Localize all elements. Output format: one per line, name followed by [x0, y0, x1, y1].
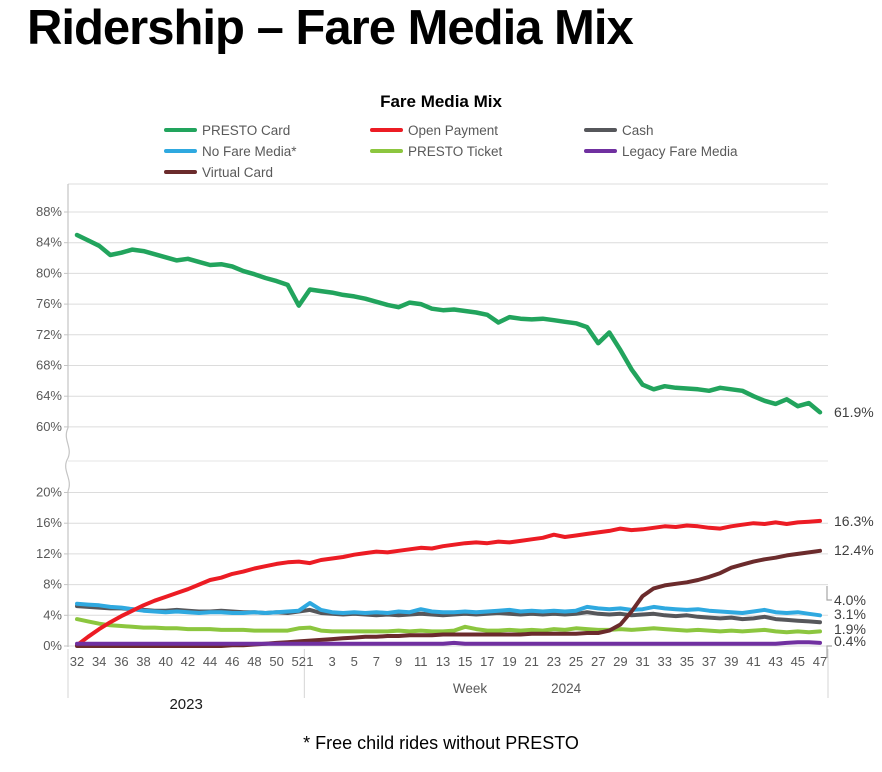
- x-axis-label: 38: [136, 654, 150, 669]
- x-axis-label: 33: [658, 654, 672, 669]
- page-title: Ridership – Fare Media Mix: [27, 1, 634, 55]
- legend-item-open-payment: Open Payment: [370, 121, 584, 139]
- legend-label-presto-ticket: PRESTO Ticket: [408, 143, 503, 159]
- x-axis-label: 5: [351, 654, 358, 669]
- chart-title: Fare Media Mix: [380, 92, 502, 111]
- legend-item-cash: Cash: [584, 121, 844, 139]
- legend-swatch-presto-card: [164, 127, 197, 133]
- y-axis-label: 84%: [36, 235, 62, 250]
- leader-line: [826, 645, 832, 658]
- x-axis-label: 31: [635, 654, 649, 669]
- series-line-open-payment: [75, 518, 822, 648]
- x-axis-label: 25: [569, 654, 583, 669]
- x-axis-label: 3: [328, 654, 335, 669]
- legend-swatch-virtual-card: [164, 169, 197, 175]
- x-axis-label: 39: [724, 654, 738, 669]
- series-line-no-fare-media: [75, 601, 822, 618]
- x-axis-label: 13: [436, 654, 450, 669]
- x-axis-label: 35: [680, 654, 694, 669]
- series-line-presto-ticket: [75, 617, 822, 635]
- x-axis-label: 21: [524, 654, 538, 669]
- legend-swatch-cash: [584, 127, 617, 133]
- x-axis-label: 37: [702, 654, 716, 669]
- end-label-no-fare-media: 4.0%: [834, 592, 866, 608]
- y-axis-label: 80%: [36, 265, 62, 280]
- x-axis-label: 32: [70, 654, 84, 669]
- x-axis-label: 50: [269, 654, 283, 669]
- y-axis-label: 20%: [36, 485, 62, 500]
- end-label-presto-ticket: 1.9%: [834, 621, 866, 637]
- axis-break-icon: [65, 427, 70, 492]
- legend-label-open-payment: Open Payment: [408, 122, 499, 138]
- legend-item-legacy-fare-media: Legacy Fare Media: [584, 142, 844, 160]
- end-label-legacy-fare-media: 0.4%: [834, 633, 866, 649]
- series-line-presto-card: [74, 232, 823, 415]
- legend-item-presto-ticket: PRESTO Ticket: [370, 142, 584, 160]
- x-axis-label: 41: [746, 654, 760, 669]
- y-axis-label: 72%: [36, 327, 62, 342]
- series-line-legacy-fare-media: [75, 640, 822, 646]
- legend-item-virtual-card: Virtual Card: [164, 163, 370, 181]
- y-axis-label: 60%: [36, 419, 62, 434]
- chart-footnote: * Free child rides without PRESTO: [303, 733, 579, 753]
- legend-swatch-no-fare-media: [164, 148, 197, 154]
- y-axis-label: 76%: [36, 296, 62, 311]
- legend-swatch-legacy-fare-media: [584, 148, 617, 154]
- x-axis-title: Week: [453, 681, 488, 696]
- x-axis-label: 17: [480, 654, 494, 669]
- y-axis-label: 88%: [36, 204, 62, 219]
- chart-legend: PRESTO Card Open Payment Cash No Fare Media…: [164, 121, 844, 181]
- legend-label-presto-card: PRESTO Card: [202, 122, 291, 138]
- y-axis-label: 8%: [43, 577, 62, 592]
- x-axis-label: 23: [547, 654, 561, 669]
- legend-swatch-open-payment: [370, 127, 403, 133]
- end-label-open-payment: 16.3%: [834, 513, 874, 529]
- x-axis-label: 29: [613, 654, 627, 669]
- x-axis-label: 46: [225, 654, 239, 669]
- x-axis-label: 43: [768, 654, 782, 669]
- x-axis-label: 52: [292, 654, 306, 669]
- legend-label-virtual-card: Virtual Card: [202, 164, 274, 180]
- x-axis-label: 34: [92, 654, 106, 669]
- x-axis-label: 27: [591, 654, 605, 669]
- x-axis-label: 9: [395, 654, 402, 669]
- end-label-cash: 3.1%: [834, 606, 866, 622]
- x-axis-label: 44: [203, 654, 217, 669]
- year-label-2024: 2024: [551, 681, 582, 696]
- x-axis-label: 47: [813, 654, 827, 669]
- legend-label-no-fare-media: No Fare Media*: [202, 143, 297, 159]
- x-axis-label: 11: [414, 654, 428, 669]
- x-axis-label: 40: [158, 654, 172, 669]
- end-label-presto-card: 61.9%: [834, 404, 874, 420]
- y-axis-label: 16%: [36, 515, 62, 530]
- x-axis-label: 48: [247, 654, 261, 669]
- y-axis-label: 12%: [36, 546, 62, 561]
- x-axis-label: 15: [458, 654, 472, 669]
- x-axis-label: 36: [114, 654, 128, 669]
- series-line-virtual-card: [75, 548, 822, 648]
- year-label-2023: 2023: [169, 696, 202, 713]
- y-axis-label: 64%: [36, 388, 62, 403]
- legend-swatch-presto-ticket: [370, 148, 403, 154]
- x-axis-label: 19: [502, 654, 516, 669]
- legend-label-legacy-fare-media: Legacy Fare Media: [622, 143, 738, 159]
- y-axis-label: 4%: [43, 607, 62, 622]
- x-axis-label: 7: [373, 654, 380, 669]
- legend-item-presto-card: PRESTO Card: [164, 121, 370, 139]
- x-axis-label: 42: [181, 654, 195, 669]
- legend-label-cash: Cash: [622, 122, 654, 138]
- legend-item-no-fare-media: No Fare Media*: [164, 142, 370, 160]
- leader-line: [826, 586, 832, 601]
- end-label-virtual-card: 12.4%: [834, 542, 874, 558]
- y-axis-label: 68%: [36, 358, 62, 373]
- x-axis-label: 45: [791, 654, 805, 669]
- y-axis-label: 0%: [43, 638, 62, 653]
- x-axis-label: 1: [306, 654, 313, 669]
